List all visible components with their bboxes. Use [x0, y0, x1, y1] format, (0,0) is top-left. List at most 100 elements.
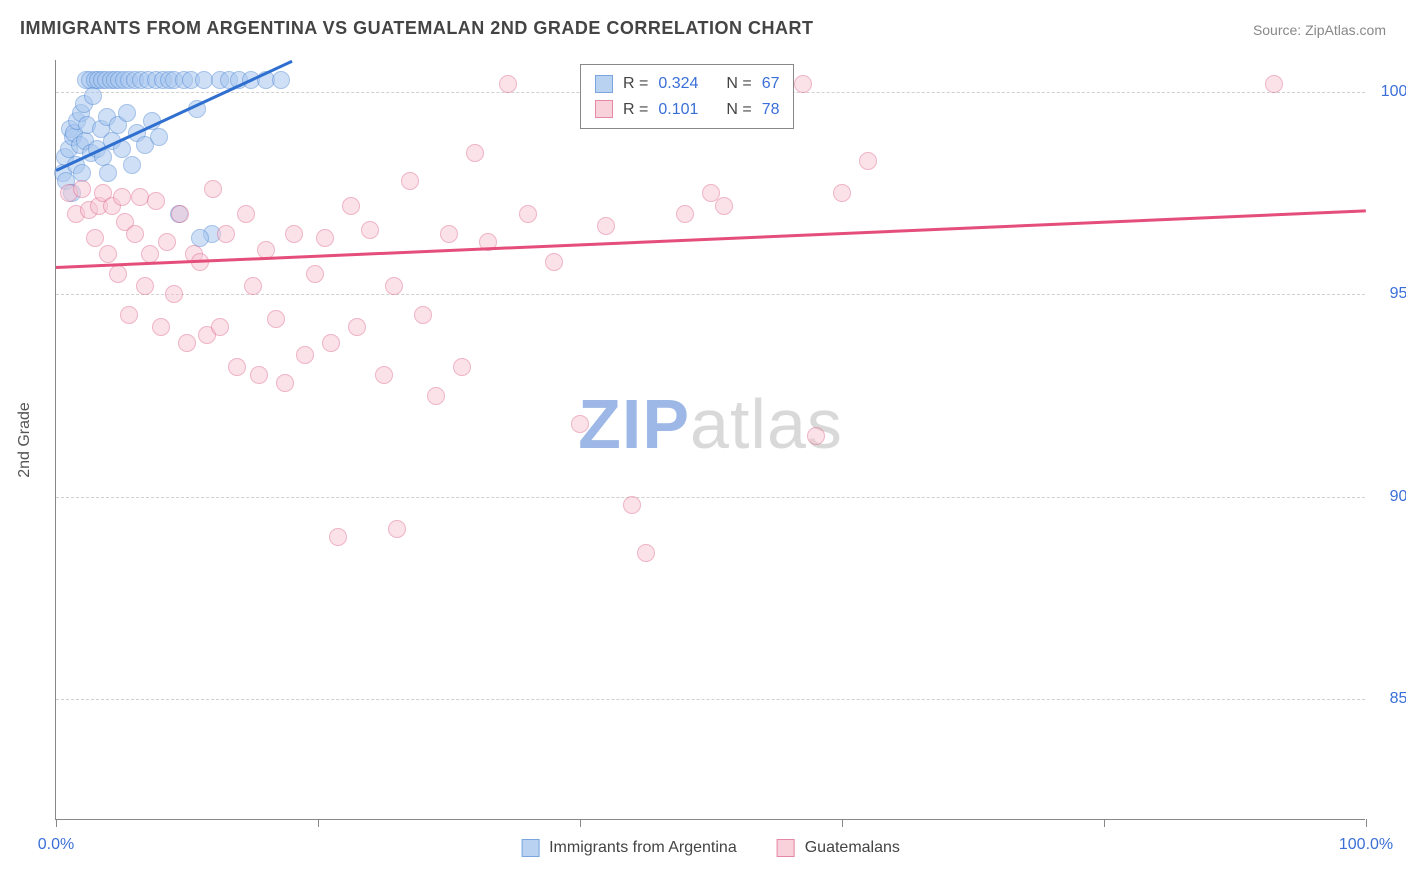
data-point-guatemalans [217, 225, 235, 243]
data-point-guatemalans [859, 152, 877, 170]
data-point-guatemalans [807, 427, 825, 445]
data-point-guatemalans [427, 387, 445, 405]
data-point-guatemalans [342, 197, 360, 215]
data-point-argentina [84, 87, 102, 105]
data-point-guatemalans [571, 415, 589, 433]
data-point-guatemalans [178, 334, 196, 352]
x-tick [56, 819, 57, 827]
data-point-guatemalans [597, 217, 615, 235]
data-point-argentina [272, 71, 290, 89]
x-tick [580, 819, 581, 827]
x-tick [842, 819, 843, 827]
data-point-guatemalans [316, 229, 334, 247]
y-tick-label: 90.0% [1375, 488, 1406, 506]
data-point-guatemalans [453, 358, 471, 376]
data-point-guatemalans [375, 366, 393, 384]
data-point-guatemalans [244, 277, 262, 295]
data-point-argentina [118, 104, 136, 122]
data-point-guatemalans [715, 197, 733, 215]
data-point-guatemalans [676, 205, 694, 223]
x-tick [1366, 819, 1367, 827]
data-point-guatemalans [276, 374, 294, 392]
watermark: ZIPatlas [578, 384, 843, 464]
r-value: 0.324 [658, 71, 708, 97]
data-point-guatemalans [99, 245, 117, 263]
data-point-guatemalans [147, 192, 165, 210]
data-point-guatemalans [126, 225, 144, 243]
data-point-guatemalans [109, 265, 127, 283]
r-value: 0.101 [658, 97, 708, 123]
n-value: 67 [762, 71, 780, 97]
data-point-argentina [150, 128, 168, 146]
scatter-plot: ZIPatlas 85.0%90.0%95.0%100.0%0.0%100.0%… [55, 60, 1365, 820]
legend-stats: R = 0.324 N = 67 R = 0.101 N = 78 [580, 64, 794, 129]
data-point-guatemalans [466, 144, 484, 162]
legend-swatch [595, 100, 613, 118]
data-point-guatemalans [401, 172, 419, 190]
y-tick-label: 85.0% [1375, 690, 1406, 708]
data-point-guatemalans [211, 318, 229, 336]
x-tick-label: 0.0% [38, 836, 74, 854]
data-point-argentina [99, 164, 117, 182]
data-point-guatemalans [388, 520, 406, 538]
chart-title: IMMIGRANTS FROM ARGENTINA VS GUATEMALAN … [20, 18, 813, 39]
data-point-guatemalans [165, 285, 183, 303]
x-tick [318, 819, 319, 827]
data-point-guatemalans [637, 544, 655, 562]
watermark-light: atlas [690, 385, 843, 463]
data-point-guatemalans [237, 205, 255, 223]
data-point-argentina [123, 156, 141, 174]
x-tick-label: 100.0% [1339, 836, 1393, 854]
legend-item-guatemalans: Guatemalans [777, 839, 900, 857]
data-point-guatemalans [499, 75, 517, 93]
data-point-guatemalans [136, 277, 154, 295]
data-point-guatemalans [833, 184, 851, 202]
grid-line [56, 497, 1365, 498]
data-point-guatemalans [73, 180, 91, 198]
data-point-guatemalans [306, 265, 324, 283]
data-point-guatemalans [623, 496, 641, 514]
grid-line [56, 699, 1365, 700]
r-label: R = [623, 71, 648, 97]
data-point-guatemalans [285, 225, 303, 243]
legend-row-guatemalans: R = 0.101 N = 78 [595, 97, 779, 123]
data-point-guatemalans [322, 334, 340, 352]
legend-item-argentina: Immigrants from Argentina [521, 839, 737, 857]
data-point-guatemalans [267, 310, 285, 328]
legend-swatch [777, 839, 795, 857]
data-point-guatemalans [204, 180, 222, 198]
data-point-guatemalans [250, 366, 268, 384]
y-tick-label: 95.0% [1375, 285, 1406, 303]
data-point-guatemalans [141, 245, 159, 263]
data-point-guatemalans [348, 318, 366, 336]
legend-row-argentina: R = 0.324 N = 67 [595, 71, 779, 97]
y-axis-label: 2nd Grade [16, 402, 34, 478]
source-label: Source: ZipAtlas.com [1253, 22, 1386, 38]
data-point-guatemalans [86, 229, 104, 247]
n-label: N = [726, 71, 751, 97]
legend-label: Guatemalans [805, 839, 900, 857]
data-point-guatemalans [519, 205, 537, 223]
legend-swatch [595, 75, 613, 93]
data-point-guatemalans [414, 306, 432, 324]
data-point-guatemalans [1265, 75, 1283, 93]
legend-bottom: Immigrants from Argentina Guatemalans [521, 839, 900, 857]
n-value: 78 [762, 97, 780, 123]
data-point-guatemalans [228, 358, 246, 376]
legend-label: Immigrants from Argentina [549, 839, 737, 857]
data-point-guatemalans [171, 205, 189, 223]
y-tick-label: 100.0% [1375, 83, 1406, 101]
n-label: N = [726, 97, 751, 123]
data-point-guatemalans [545, 253, 563, 271]
legend-swatch [521, 839, 539, 857]
data-point-guatemalans [296, 346, 314, 364]
data-point-guatemalans [794, 75, 812, 93]
data-point-guatemalans [385, 277, 403, 295]
x-tick [1104, 819, 1105, 827]
data-point-guatemalans [158, 233, 176, 251]
data-point-guatemalans [113, 188, 131, 206]
r-label: R = [623, 97, 648, 123]
data-point-guatemalans [152, 318, 170, 336]
data-point-guatemalans [440, 225, 458, 243]
watermark-strong: ZIP [578, 385, 690, 463]
